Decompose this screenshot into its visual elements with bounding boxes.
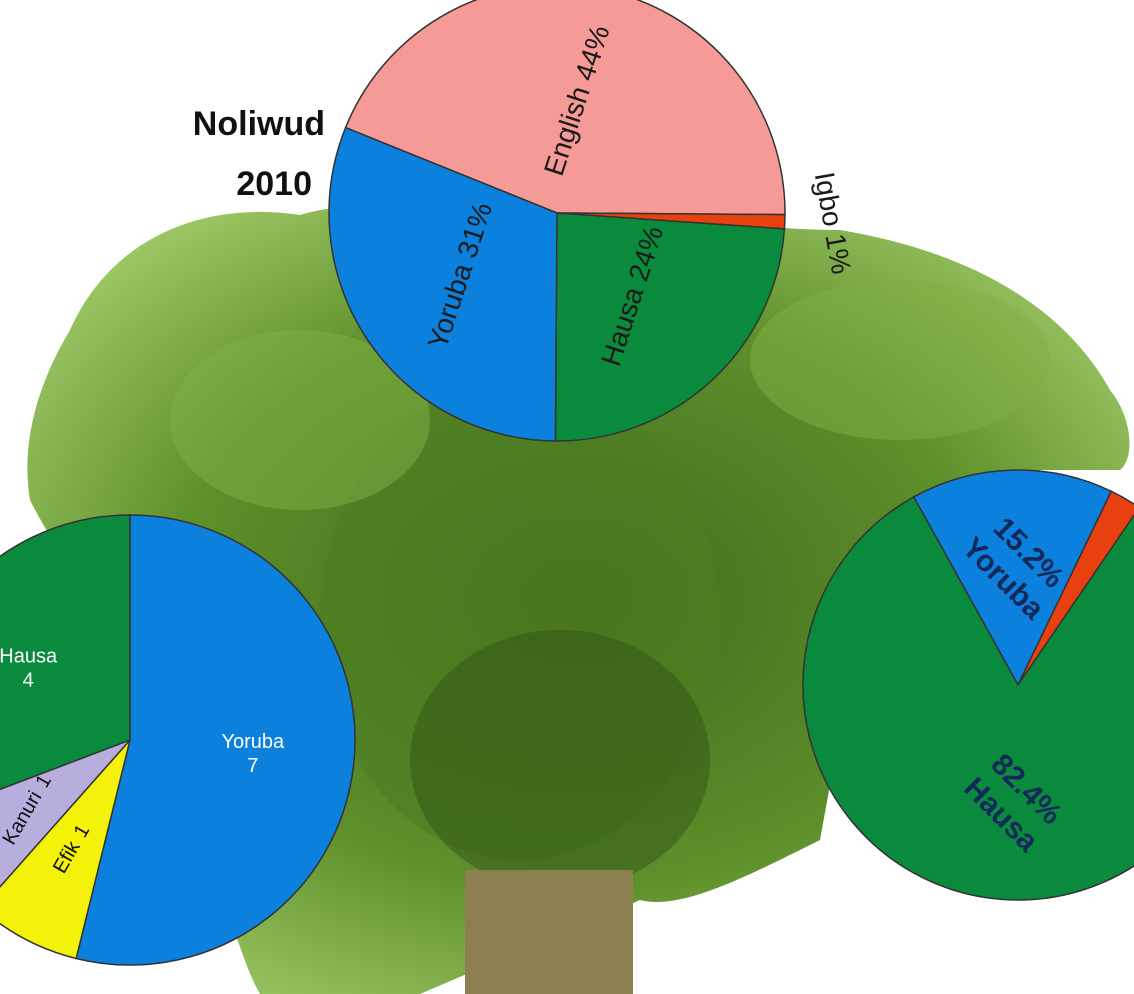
chart-title: Noliwud (193, 105, 325, 143)
slice-label: Yoruba 7 (222, 731, 286, 777)
pie-slice (328, 126, 558, 442)
pie-slice (344, 0, 786, 216)
slice-label: Igbo1% (808, 170, 856, 277)
category-label: Hausa (0, 646, 58, 668)
chart-subtitle: 2010 (236, 165, 312, 203)
value-label: 7 (247, 755, 258, 777)
category-label: Igbo (808, 170, 848, 229)
pie-slice (802, 495, 1134, 901)
pie-slice (554, 212, 786, 442)
pie-slice (1017, 490, 1134, 686)
slice-label: Hausa 4 (0, 646, 58, 692)
category-label: Yoruba (222, 731, 286, 753)
pie-slice (75, 514, 356, 966)
pie-slice (0, 739, 131, 960)
pot (465, 870, 633, 994)
pie-slice (0, 739, 131, 888)
value-label: 1% (819, 231, 857, 276)
pie-slice (0, 514, 131, 791)
value-label: 4 (23, 670, 34, 692)
pie-slice (912, 469, 1113, 687)
